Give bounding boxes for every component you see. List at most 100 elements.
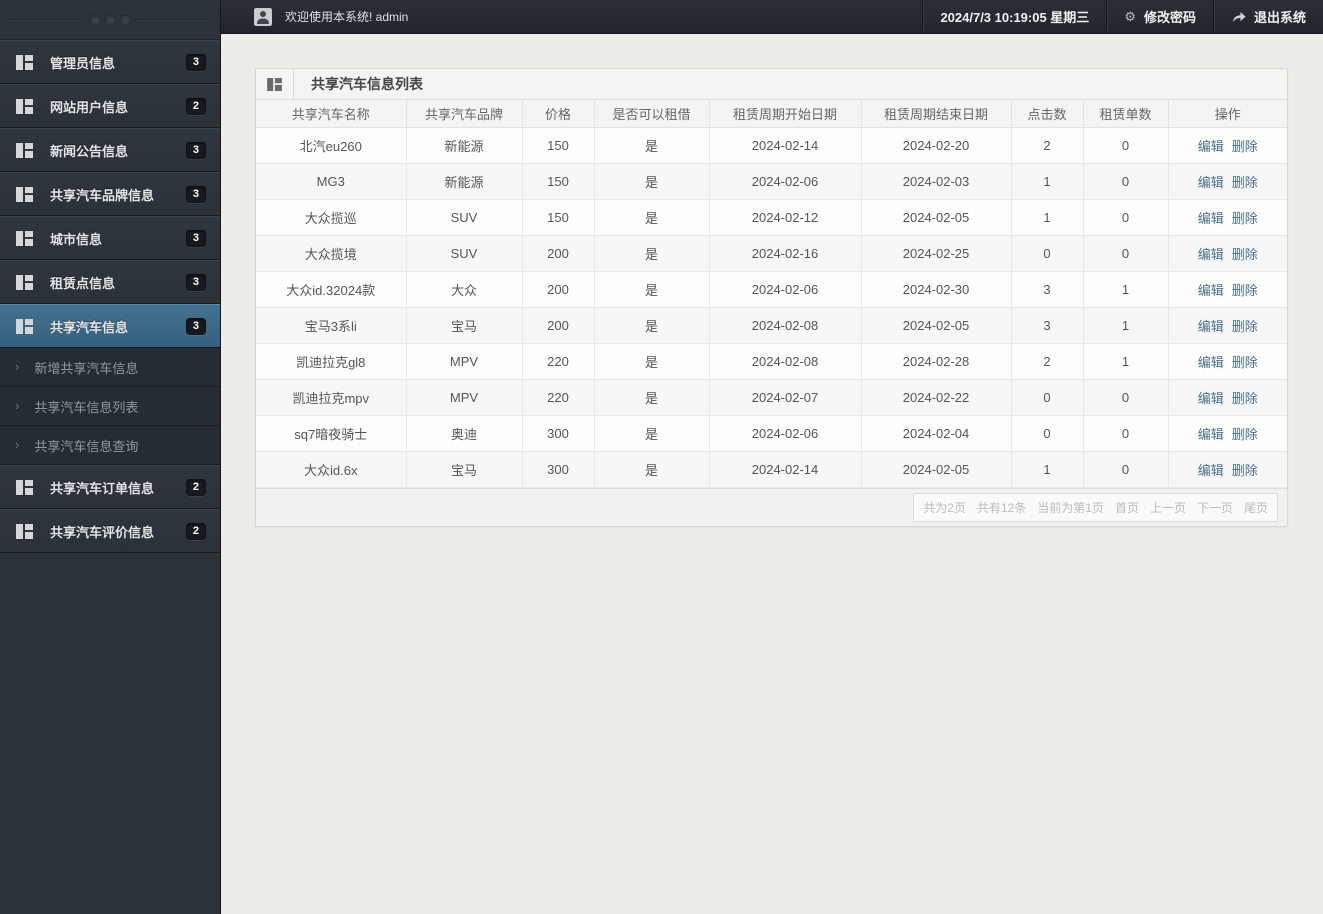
sidebar-item-badge: 3: [185, 185, 206, 203]
logout-button[interactable]: 退出系统: [1212, 0, 1323, 33]
table-cell: 300: [521, 450, 595, 488]
edit-link[interactable]: 编辑: [1197, 318, 1224, 334]
chevron-right-icon: ›: [15, 397, 20, 413]
table-cell: 1: [1010, 198, 1084, 236]
table-cell: 2024-02-04: [860, 414, 1012, 452]
edit-link[interactable]: 编辑: [1197, 354, 1224, 370]
delete-link[interactable]: 删除: [1231, 462, 1258, 478]
table-cell: 1: [1082, 306, 1169, 344]
table-row: 凯迪拉克mpv MPV 220 是 2024-02-07 2024-02-22 0 0 编辑 删除: [256, 378, 1287, 416]
table-header-row: 共享汽车名称 共享汽车品牌 价格 是否可以租借 租赁周期开始日期 租赁周期结束日期 点击数租…: [256, 100, 1287, 128]
delete-link[interactable]: 删除: [1231, 246, 1258, 262]
table-cell-actions: 编辑 删除: [1167, 450, 1287, 488]
delete-link[interactable]: 删除: [1231, 138, 1258, 154]
table-cell: 0: [1082, 198, 1169, 236]
table-cell: 是: [593, 378, 710, 416]
delete-link[interactable]: 删除: [1231, 390, 1258, 406]
pagination-total-items: 共有12条: [976, 500, 1027, 515]
sidebar-item-1[interactable]: 管理员信息 3: [0, 40, 220, 84]
sidebar-item-9[interactable]: 共享汽车评价信息 2: [0, 509, 220, 553]
table-cell: 200: [521, 234, 595, 272]
table-cell: 2024-02-05: [860, 198, 1012, 236]
column-header: 租赁单数: [1082, 100, 1169, 128]
table-cell: 2024-02-07: [708, 378, 862, 416]
table-cell: 1: [1010, 162, 1084, 200]
table-cell-actions: 编辑 删除: [1167, 162, 1287, 200]
table-cell: 0: [1082, 450, 1169, 488]
table-cell-actions: 编辑 删除: [1167, 306, 1287, 344]
sidebar-drag-handle[interactable]: [0, 0, 220, 40]
sidebar-item-5[interactable]: 城市信息 3: [0, 216, 220, 260]
sidebar-item-label: 共享汽车评价信息: [50, 524, 155, 540]
table-cell: 大众id.6x: [256, 450, 407, 488]
table-row: MG3 新能源 150 是 2024-02-06 2024-02-03 1 0 编辑 删除: [256, 162, 1287, 200]
table-cell: 220: [521, 342, 595, 380]
edit-link[interactable]: 编辑: [1197, 210, 1224, 226]
table-row: 大众揽境 SUV 200 是 2024-02-16 2024-02-25 0 0 编辑 删除: [256, 234, 1287, 272]
table-cell: 凯迪拉克mpv: [256, 378, 407, 416]
table-cell: 大众id.32024款: [256, 270, 407, 308]
table-row: 凯迪拉克gl8 MPV 220 是 2024-02-08 2024-02-28 2 1 编辑 删除: [256, 342, 1287, 380]
sidebar-item-label: 共享汽车信息: [50, 319, 129, 335]
column-header: 租赁周期开始日期: [708, 100, 862, 128]
table-cell: 宝马3系li: [256, 306, 407, 344]
sidebar-subitem-1[interactable]: › 新增共享汽车信息: [0, 348, 220, 387]
edit-link[interactable]: 编辑: [1197, 390, 1224, 406]
table-cell: 0: [1082, 378, 1169, 416]
table-row: 大众id.32024款 大众 200 是 2024-02-06 2024-02-30 3 1 编…: [256, 270, 1287, 308]
sidebar-item-badge: 2: [185, 478, 206, 496]
delete-link[interactable]: 删除: [1231, 210, 1258, 226]
table-cell: 150: [521, 126, 595, 164]
edit-link[interactable]: 编辑: [1197, 426, 1224, 442]
handle-line: [10, 19, 83, 20]
sidebar-item-4[interactable]: 共享汽车品牌信息 3: [0, 172, 220, 216]
table-cell: 是: [593, 414, 710, 452]
pagination-first[interactable]: 首页: [1114, 500, 1139, 515]
sidebar-subitem-3[interactable]: › 共享汽车信息查询: [0, 426, 220, 465]
table-cell: 0: [1082, 234, 1169, 272]
pagination-prev[interactable]: 上一页: [1149, 500, 1186, 515]
delete-link[interactable]: 删除: [1231, 318, 1258, 334]
delete-link[interactable]: 删除: [1231, 282, 1258, 298]
sidebar-item-3[interactable]: 新闻公告信息 3: [0, 128, 220, 172]
pagination-last[interactable]: 尾页: [1243, 500, 1268, 515]
table-cell: SUV: [405, 198, 523, 236]
sidebar-item-badge: 3: [185, 53, 206, 71]
edit-link[interactable]: 编辑: [1197, 174, 1224, 190]
chevron-right-icon: ›: [15, 436, 20, 452]
table-cell: 是: [593, 198, 710, 236]
sidebar-item-6[interactable]: 租赁点信息 3: [0, 260, 220, 304]
sidebar-subitem-2[interactable]: › 共享汽车信息列表: [0, 387, 220, 426]
delete-link[interactable]: 删除: [1231, 174, 1258, 190]
table-cell: 是: [593, 342, 710, 380]
change-password-button[interactable]: ⚙ 修改密码: [1106, 0, 1213, 33]
grid-icon: [16, 54, 33, 70]
table-cell: 宝马: [405, 450, 523, 488]
delete-link[interactable]: 删除: [1231, 354, 1258, 370]
table-cell: 2024-02-25: [860, 234, 1012, 272]
table-row: 北汽eu260 新能源 150 是 2024-02-14 2024-02-20 2 0 编辑 删除: [256, 126, 1287, 164]
sidebar-item-label: 租赁点信息: [50, 275, 116, 291]
edit-link[interactable]: 编辑: [1197, 282, 1224, 298]
table-cell: 220: [521, 378, 595, 416]
edit-link[interactable]: 编辑: [1197, 246, 1224, 262]
table-cell: 2024-02-03: [860, 162, 1012, 200]
column-header: 价格: [521, 100, 595, 128]
table-cell: 2024-02-30: [860, 270, 1012, 308]
table-cell: 大众揽境: [256, 234, 407, 272]
grid-icon: [16, 479, 33, 495]
table-cell: 3: [1010, 270, 1084, 308]
table-cell: 2024-02-20: [860, 126, 1012, 164]
edit-link[interactable]: 编辑: [1197, 138, 1224, 154]
edit-link[interactable]: 编辑: [1197, 462, 1224, 478]
sidebar-subitem-label: 新增共享汽车信息: [34, 360, 139, 376]
delete-link[interactable]: 删除: [1231, 426, 1258, 442]
table-cell-actions: 编辑 删除: [1167, 234, 1287, 272]
sidebar-item-2[interactable]: 网站用户信息 2: [0, 84, 220, 128]
sidebar-item-badge: 2: [185, 522, 206, 540]
pagination-next[interactable]: 下一页: [1196, 500, 1233, 515]
sidebar-item-7-active[interactable]: 共享汽车信息 3: [0, 304, 220, 348]
sidebar-item-8[interactable]: 共享汽车订单信息 2: [0, 465, 220, 509]
table-cell: 0: [1010, 414, 1084, 452]
sidebar: 管理员信息 3 网站用户信息 2 新闻公告信息 3 共享汽车品牌信息 3 城市信息 3 租赁点信息 3…: [0, 0, 221, 914]
